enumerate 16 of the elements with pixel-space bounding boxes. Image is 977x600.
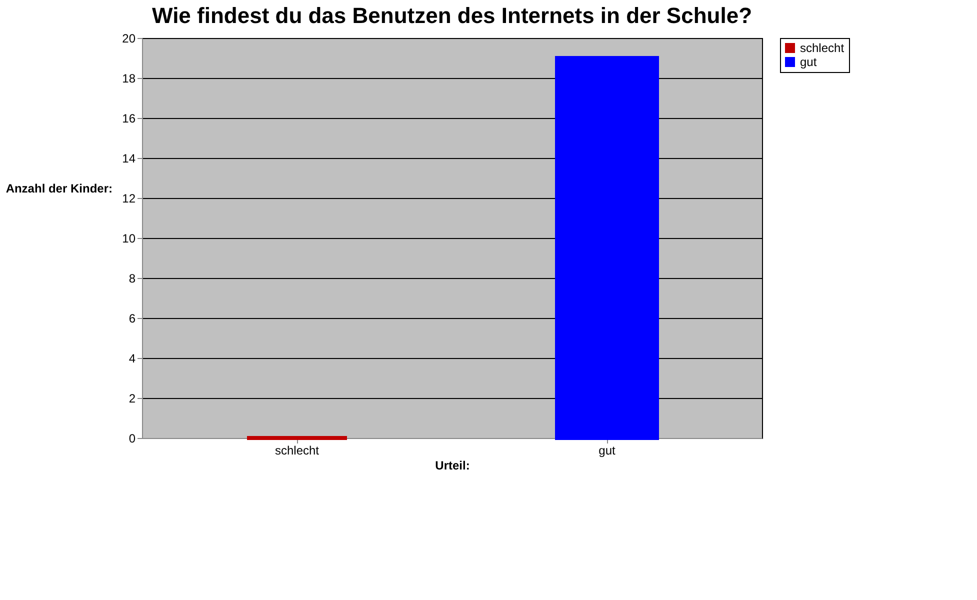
chart-title: Wie findest du das Benutzen des Internets in der Schule? bbox=[152, 3, 752, 28]
y-tick-label: 6 bbox=[128, 312, 136, 326]
y-tick-label: 12 bbox=[122, 192, 136, 206]
y-tick-label: 0 bbox=[128, 432, 136, 446]
y-tick-label: 20 bbox=[122, 32, 136, 46]
y-tick-label: 8 bbox=[128, 272, 136, 286]
y-tick-label: 10 bbox=[122, 232, 136, 246]
y-tick-label: 4 bbox=[128, 352, 136, 366]
y-tick-label: 14 bbox=[122, 152, 136, 166]
y-tick-label: 2 bbox=[128, 392, 136, 406]
y-tick-label: 18 bbox=[122, 72, 136, 86]
legend-label: schlecht bbox=[800, 41, 845, 55]
x-axis-title: Urteil: bbox=[435, 458, 470, 472]
y-tick-label: 16 bbox=[122, 112, 136, 126]
y-axis-title: Anzahl der Kinder: bbox=[6, 182, 112, 196]
legend-label: gut bbox=[800, 55, 818, 69]
